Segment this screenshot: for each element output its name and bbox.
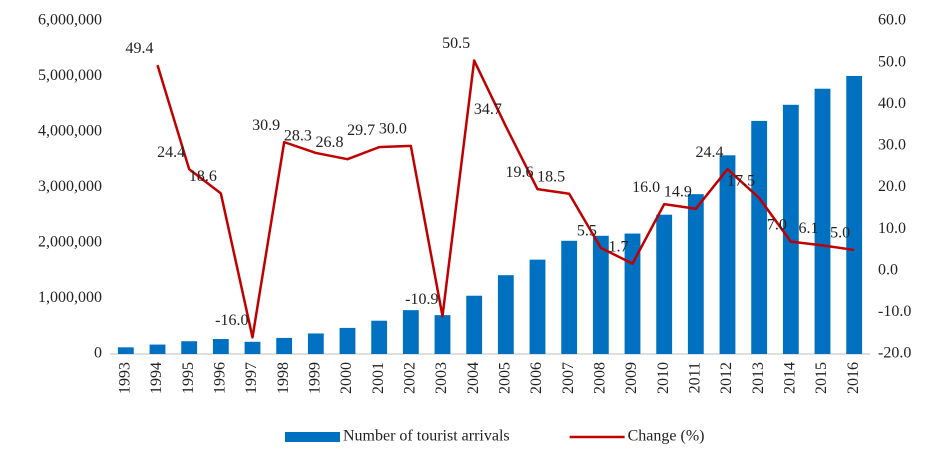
x-tick-label: 1993	[117, 362, 134, 394]
data-label: 17.5	[727, 173, 755, 190]
y-tick-label: 4,000,000	[38, 123, 102, 140]
data-label: 1.7	[609, 238, 629, 255]
bar	[149, 344, 166, 354]
x-tick-label: 2003	[433, 362, 450, 394]
data-label: 18.6	[189, 168, 217, 185]
bar	[434, 315, 451, 354]
bar	[181, 341, 198, 354]
y2-tick-label: 50.0	[878, 53, 906, 70]
x-tick-label: 2015	[813, 362, 830, 394]
data-label: 5.0	[830, 225, 850, 242]
x-tick-label: 2011	[687, 362, 704, 393]
y-tick-label: 3,000,000	[38, 178, 102, 195]
y2-tick-label: -20.0	[878, 345, 911, 362]
x-tick-label: 1995	[180, 362, 197, 394]
y2-tick-label: 40.0	[878, 95, 906, 112]
data-label: 29.7	[347, 122, 375, 139]
y-tick-label: 2,000,000	[38, 234, 102, 251]
data-label: 14.9	[664, 183, 692, 200]
x-tick-label: 1996	[212, 362, 229, 394]
bar	[719, 155, 736, 354]
line	[156, 59, 855, 339]
y2-tick-label: 30.0	[878, 137, 906, 154]
x-tick-label: 2004	[465, 362, 482, 394]
y-tick-label: 5,000,000	[38, 67, 102, 84]
x-tick-label: 2000	[338, 362, 355, 394]
data-label: 24.4	[157, 144, 185, 161]
x-tick-label: 1994	[148, 362, 165, 394]
bar	[339, 327, 356, 354]
x-tick-label: 2010	[655, 362, 672, 394]
bar	[846, 75, 863, 354]
y2-tick-label: -10.0	[878, 303, 911, 320]
data-label: 26.8	[316, 134, 344, 151]
x-tick-label: 2006	[528, 362, 545, 394]
y2-tick-label: 60.0	[878, 12, 906, 29]
x-tick-label: 1999	[307, 362, 324, 394]
x-tick-label: 2013	[750, 362, 767, 394]
legend-label: Number of tourist arrivals	[343, 428, 510, 445]
x-tick-label: 2005	[497, 362, 514, 394]
bar	[529, 259, 546, 354]
y-tick-label: 1,000,000	[38, 289, 102, 306]
y2-tick-label: 20.0	[878, 178, 906, 195]
x-tick-label: 2008	[592, 362, 609, 394]
bar	[782, 104, 799, 355]
data-label: 18.5	[537, 168, 565, 185]
bar	[751, 120, 768, 355]
data-label: 34.7	[474, 101, 502, 118]
x-tick-label: 1998	[275, 362, 292, 394]
x-tick-label: 2002	[402, 362, 419, 394]
data-label: 6.1	[799, 220, 819, 237]
bar	[814, 88, 831, 355]
data-label: 49.4	[126, 40, 154, 57]
bar	[402, 310, 419, 354]
bar	[592, 235, 609, 354]
y2-tick-label: 0.0	[878, 261, 898, 278]
x-tick-label: 2012	[718, 362, 735, 394]
x-tick-label: 2007	[560, 362, 577, 394]
data-label: 24.4	[696, 144, 724, 161]
data-label: 16.0	[632, 179, 660, 196]
bar	[307, 333, 324, 354]
data-label: -10.9	[405, 291, 438, 308]
legend-label: Change (%)	[628, 428, 705, 445]
x-tick-label: 2001	[370, 362, 387, 394]
data-label: 30.0	[379, 121, 407, 138]
bar	[497, 275, 514, 354]
data-label: 30.9	[252, 117, 280, 134]
legend-swatch	[285, 432, 340, 442]
bar	[212, 339, 229, 354]
data-label: -16.0	[215, 312, 248, 329]
bar	[561, 240, 578, 354]
data-label: 7.0	[767, 216, 787, 233]
x-tick-label: 2014	[782, 362, 799, 394]
y-tick-label: 0	[94, 345, 102, 362]
bar	[466, 295, 483, 354]
x-tick-label: 1997	[243, 362, 260, 394]
bar	[276, 337, 293, 354]
data-label: 28.3	[284, 128, 312, 145]
bar	[687, 194, 704, 354]
data-label: 50.5	[442, 35, 470, 52]
y2-tick-label: 10.0	[878, 220, 906, 237]
x-tick-label: 2009	[623, 362, 640, 394]
bar	[624, 233, 641, 354]
bar	[656, 214, 673, 354]
x-tick-label: 2016	[845, 362, 862, 394]
bar	[371, 320, 388, 354]
bar	[117, 347, 134, 354]
data-label: 19.6	[506, 164, 534, 181]
y-tick-label: 6,000,000	[38, 12, 102, 29]
bar	[244, 341, 261, 354]
data-label: 5.5	[577, 223, 597, 240]
